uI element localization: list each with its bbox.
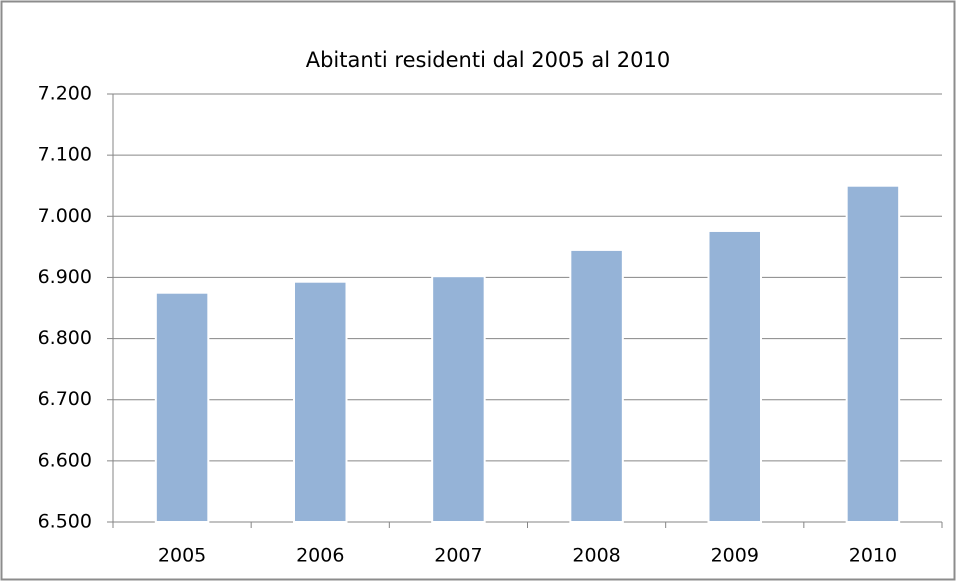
- y-tick-label: 6.800: [38, 327, 92, 349]
- bar: [569, 248, 624, 524]
- x-tick-label: 2006: [296, 545, 344, 567]
- bar: [431, 275, 486, 523]
- x-tick-label: 2005: [158, 545, 206, 567]
- y-tick-label: 7.000: [38, 205, 92, 227]
- bar: [292, 280, 348, 523]
- bar: [154, 291, 210, 524]
- y-tick-label: 7.100: [38, 144, 92, 166]
- y-tick-label: 6.600: [38, 449, 92, 471]
- x-tick-label: 2010: [849, 545, 897, 567]
- bar: [707, 229, 763, 524]
- y-tick-label: 7.200: [38, 83, 92, 105]
- y-tick-label: 6.700: [38, 388, 92, 410]
- x-tick-label: 2007: [434, 545, 482, 567]
- y-tick-label: 6.900: [38, 266, 92, 288]
- x-tick-label: 2009: [711, 545, 759, 567]
- y-tick-label: 6.500: [38, 511, 92, 533]
- chart-title: Abitanti residenti dal 2005 al 2010: [306, 48, 671, 72]
- x-tick-label: 2008: [572, 545, 620, 567]
- bar: [845, 184, 901, 523]
